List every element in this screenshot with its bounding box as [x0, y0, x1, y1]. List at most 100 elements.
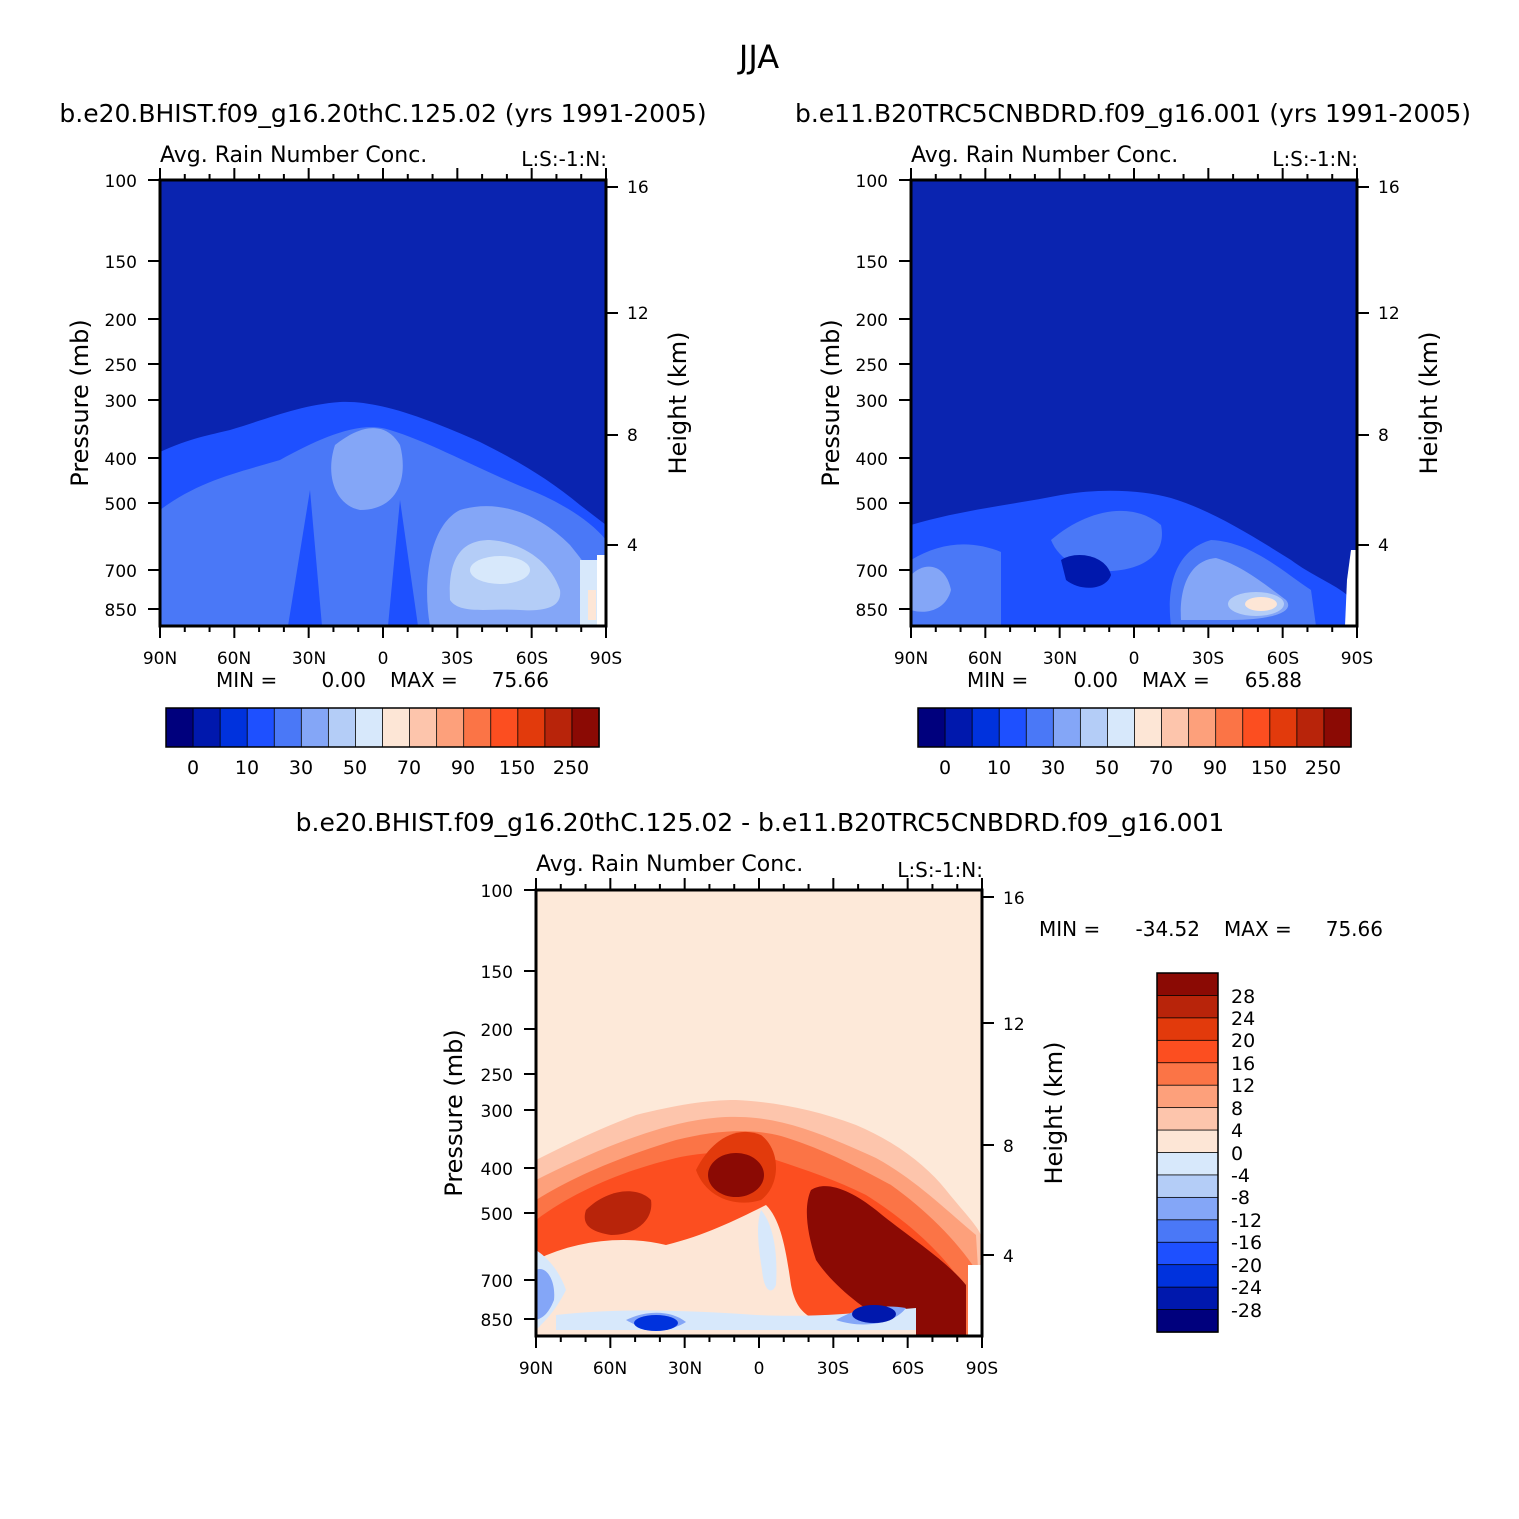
panel-3-plot-area: [534, 888, 984, 1338]
panel-1-colorbar-label: 150: [499, 757, 535, 779]
panel-3-ytick: 850: [481, 1311, 513, 1331]
panel-1-y2tick: 16: [627, 178, 649, 198]
panel-2-xtick: 30S: [1192, 649, 1224, 669]
colorbar-swatch: [1156, 1084, 1219, 1109]
panel-2-colorbar-frame: [917, 707, 1352, 748]
panel-3-y-axis-label: Pressure (mb): [440, 1029, 468, 1196]
panel-3-contour-28-center: [708, 1153, 764, 1197]
colorbar-swatch: [1134, 707, 1163, 748]
panel-3-ytick: 300: [481, 1102, 513, 1122]
panel-3-variable-label: Avg. Rain Number Conc.: [536, 852, 803, 877]
panel-3-x-tick-labels: 90N 60N 30N 0 30S 60S 90S: [519, 1359, 998, 1379]
panel-3-max-label: MAX =: [1224, 917, 1292, 941]
panel-2-ytick: 200: [856, 311, 888, 331]
panel-3-colorbar-label: -4: [1231, 1165, 1250, 1187]
panel-2-max-value: 65.88: [1245, 668, 1302, 692]
panel-1-colorbar-label: 50: [343, 757, 367, 779]
page-title: JJA: [737, 38, 779, 76]
panel-3-min-north: [634, 1315, 678, 1331]
panel-1-y2-tick-labels: 16 12 8 4: [627, 178, 649, 556]
panel-3-xtick: 90N: [519, 1359, 553, 1379]
panel-1-min-label: MIN =: [216, 668, 277, 692]
panel-3-ytick: 150: [481, 963, 513, 983]
colorbar-swatch: [246, 707, 275, 748]
panel-3-y-tick-labels: 100 150 200 250 300 400 500 700 850: [481, 882, 513, 1331]
panel-1-x-tick-labels: 90N 60N 30N 0 30S 60S 90S: [143, 649, 622, 669]
panel-1-missing-data: [597, 555, 606, 626]
colorbar-swatch: [1156, 1062, 1219, 1086]
panel-2-colorbar-label: 150: [1251, 757, 1287, 779]
panel-2-colorbar-label: 250: [1305, 757, 1341, 779]
panel-3-ytick: 700: [481, 1272, 513, 1292]
panel-1-contour-peak: [588, 590, 596, 620]
colorbar-swatch: [1323, 707, 1352, 748]
panel-1-ytick: 100: [105, 172, 137, 192]
panel-2-y2tick: 12: [1378, 304, 1400, 324]
colorbar-swatch: [382, 707, 411, 748]
colorbar-swatch: [571, 707, 600, 748]
panel-3-y2tick: 4: [1003, 1247, 1014, 1267]
colorbar-swatch: [1242, 707, 1271, 748]
colorbar-swatch: [1215, 707, 1244, 748]
panel-3-ytick: 400: [481, 1160, 513, 1180]
panel-3-xtick: 60N: [593, 1359, 627, 1379]
colorbar-swatch: [490, 707, 519, 748]
panel-2-y2tick: 8: [1378, 426, 1389, 446]
panel-1-colorbar-frame: [165, 707, 600, 748]
panel-1-y2tick: 8: [627, 426, 638, 446]
panel-3-min-label: MIN =: [1039, 917, 1100, 941]
colorbar-swatch: [1156, 1196, 1219, 1221]
panel-1-ytick: 200: [105, 311, 137, 331]
panel-3-colorbar-label: 8: [1231, 1098, 1243, 1120]
panel-2-xtick: 90S: [1341, 649, 1373, 669]
colorbar-swatch: [1156, 1039, 1219, 1064]
panel-2-ytick: 150: [856, 253, 888, 273]
colorbar-swatch: [1156, 972, 1219, 997]
panel-3: b.e20.BHIST.f09_g16.20thC.125.02 - b.e11…: [296, 808, 1383, 1379]
colorbar-swatch: [1079, 707, 1109, 748]
panel-2-xtick: 30N: [1043, 649, 1077, 669]
colorbar-swatch: [1296, 707, 1325, 748]
panel-1-xtick: 60N: [217, 649, 251, 669]
colorbar-swatch: [1161, 707, 1190, 748]
colorbar-swatch: [165, 707, 194, 748]
panel-2-min-label: MIN =: [967, 668, 1028, 692]
panel-2-variable-label: Avg. Rain Number Conc.: [911, 143, 1178, 168]
panel-2-x-tick-labels: 90N 60N 30N 0 30S 60S 90S: [894, 649, 1373, 669]
colorbar-swatch: [1156, 1152, 1219, 1176]
panel-2-ytick: 300: [856, 392, 888, 412]
panel-1-xtick: 90S: [590, 649, 622, 669]
panel-3-colorbar-label: -24: [1231, 1277, 1262, 1299]
panel-1-xtick: 0: [378, 649, 389, 669]
panel-2-y2tick: 16: [1378, 178, 1400, 198]
panel-1-y-axis-label: Pressure (mb): [66, 319, 94, 486]
panel-1-plot-area: [158, 178, 608, 628]
panel-2-xtick: 60S: [1267, 649, 1299, 669]
panel-2-low-center: [1061, 555, 1111, 588]
panel-3-colorbar-label: -8: [1231, 1187, 1250, 1209]
panel-3-colorbar-label: 24: [1231, 1008, 1255, 1030]
panel-1-ytick: 700: [105, 562, 137, 582]
colorbar-swatch: [1156, 1309, 1219, 1333]
colorbar-swatch: [1156, 1241, 1219, 1266]
panel-3-xtick: 90S: [966, 1359, 998, 1379]
panel-2-plot-area: [909, 178, 1359, 628]
colorbar-swatch: [1156, 1264, 1219, 1288]
panel-3-ytick: 100: [481, 882, 513, 902]
panel-3-ytick: 500: [481, 1205, 513, 1225]
panel-1-ytick: 300: [105, 392, 137, 412]
panel-2-ytick: 850: [856, 601, 888, 621]
panel-3-contour-24-north: [584, 1191, 652, 1235]
panel-2-colorbar-labels: 0 10 30 50 70 90 150 250: [939, 757, 1341, 779]
panel-1-ytick: 150: [105, 253, 137, 273]
panel-3-y2-axis-label: Height (km): [1040, 1042, 1068, 1185]
panel-1-min-value: 0.00: [321, 668, 366, 692]
panel-2-case-title: b.e11.B20TRC5CNBDRD.f09_g16.001 (yrs 199…: [795, 99, 1471, 128]
panel-3-y2tick: 16: [1003, 889, 1025, 909]
panel-2-ytick: 100: [856, 172, 888, 192]
panel-2-ytick: 500: [856, 495, 888, 515]
panel-3-colorbar-label: 0: [1231, 1143, 1243, 1165]
panel-3-colorbar-label: 28: [1231, 986, 1255, 1008]
panel-2-colorbar-label: 30: [1041, 757, 1065, 779]
